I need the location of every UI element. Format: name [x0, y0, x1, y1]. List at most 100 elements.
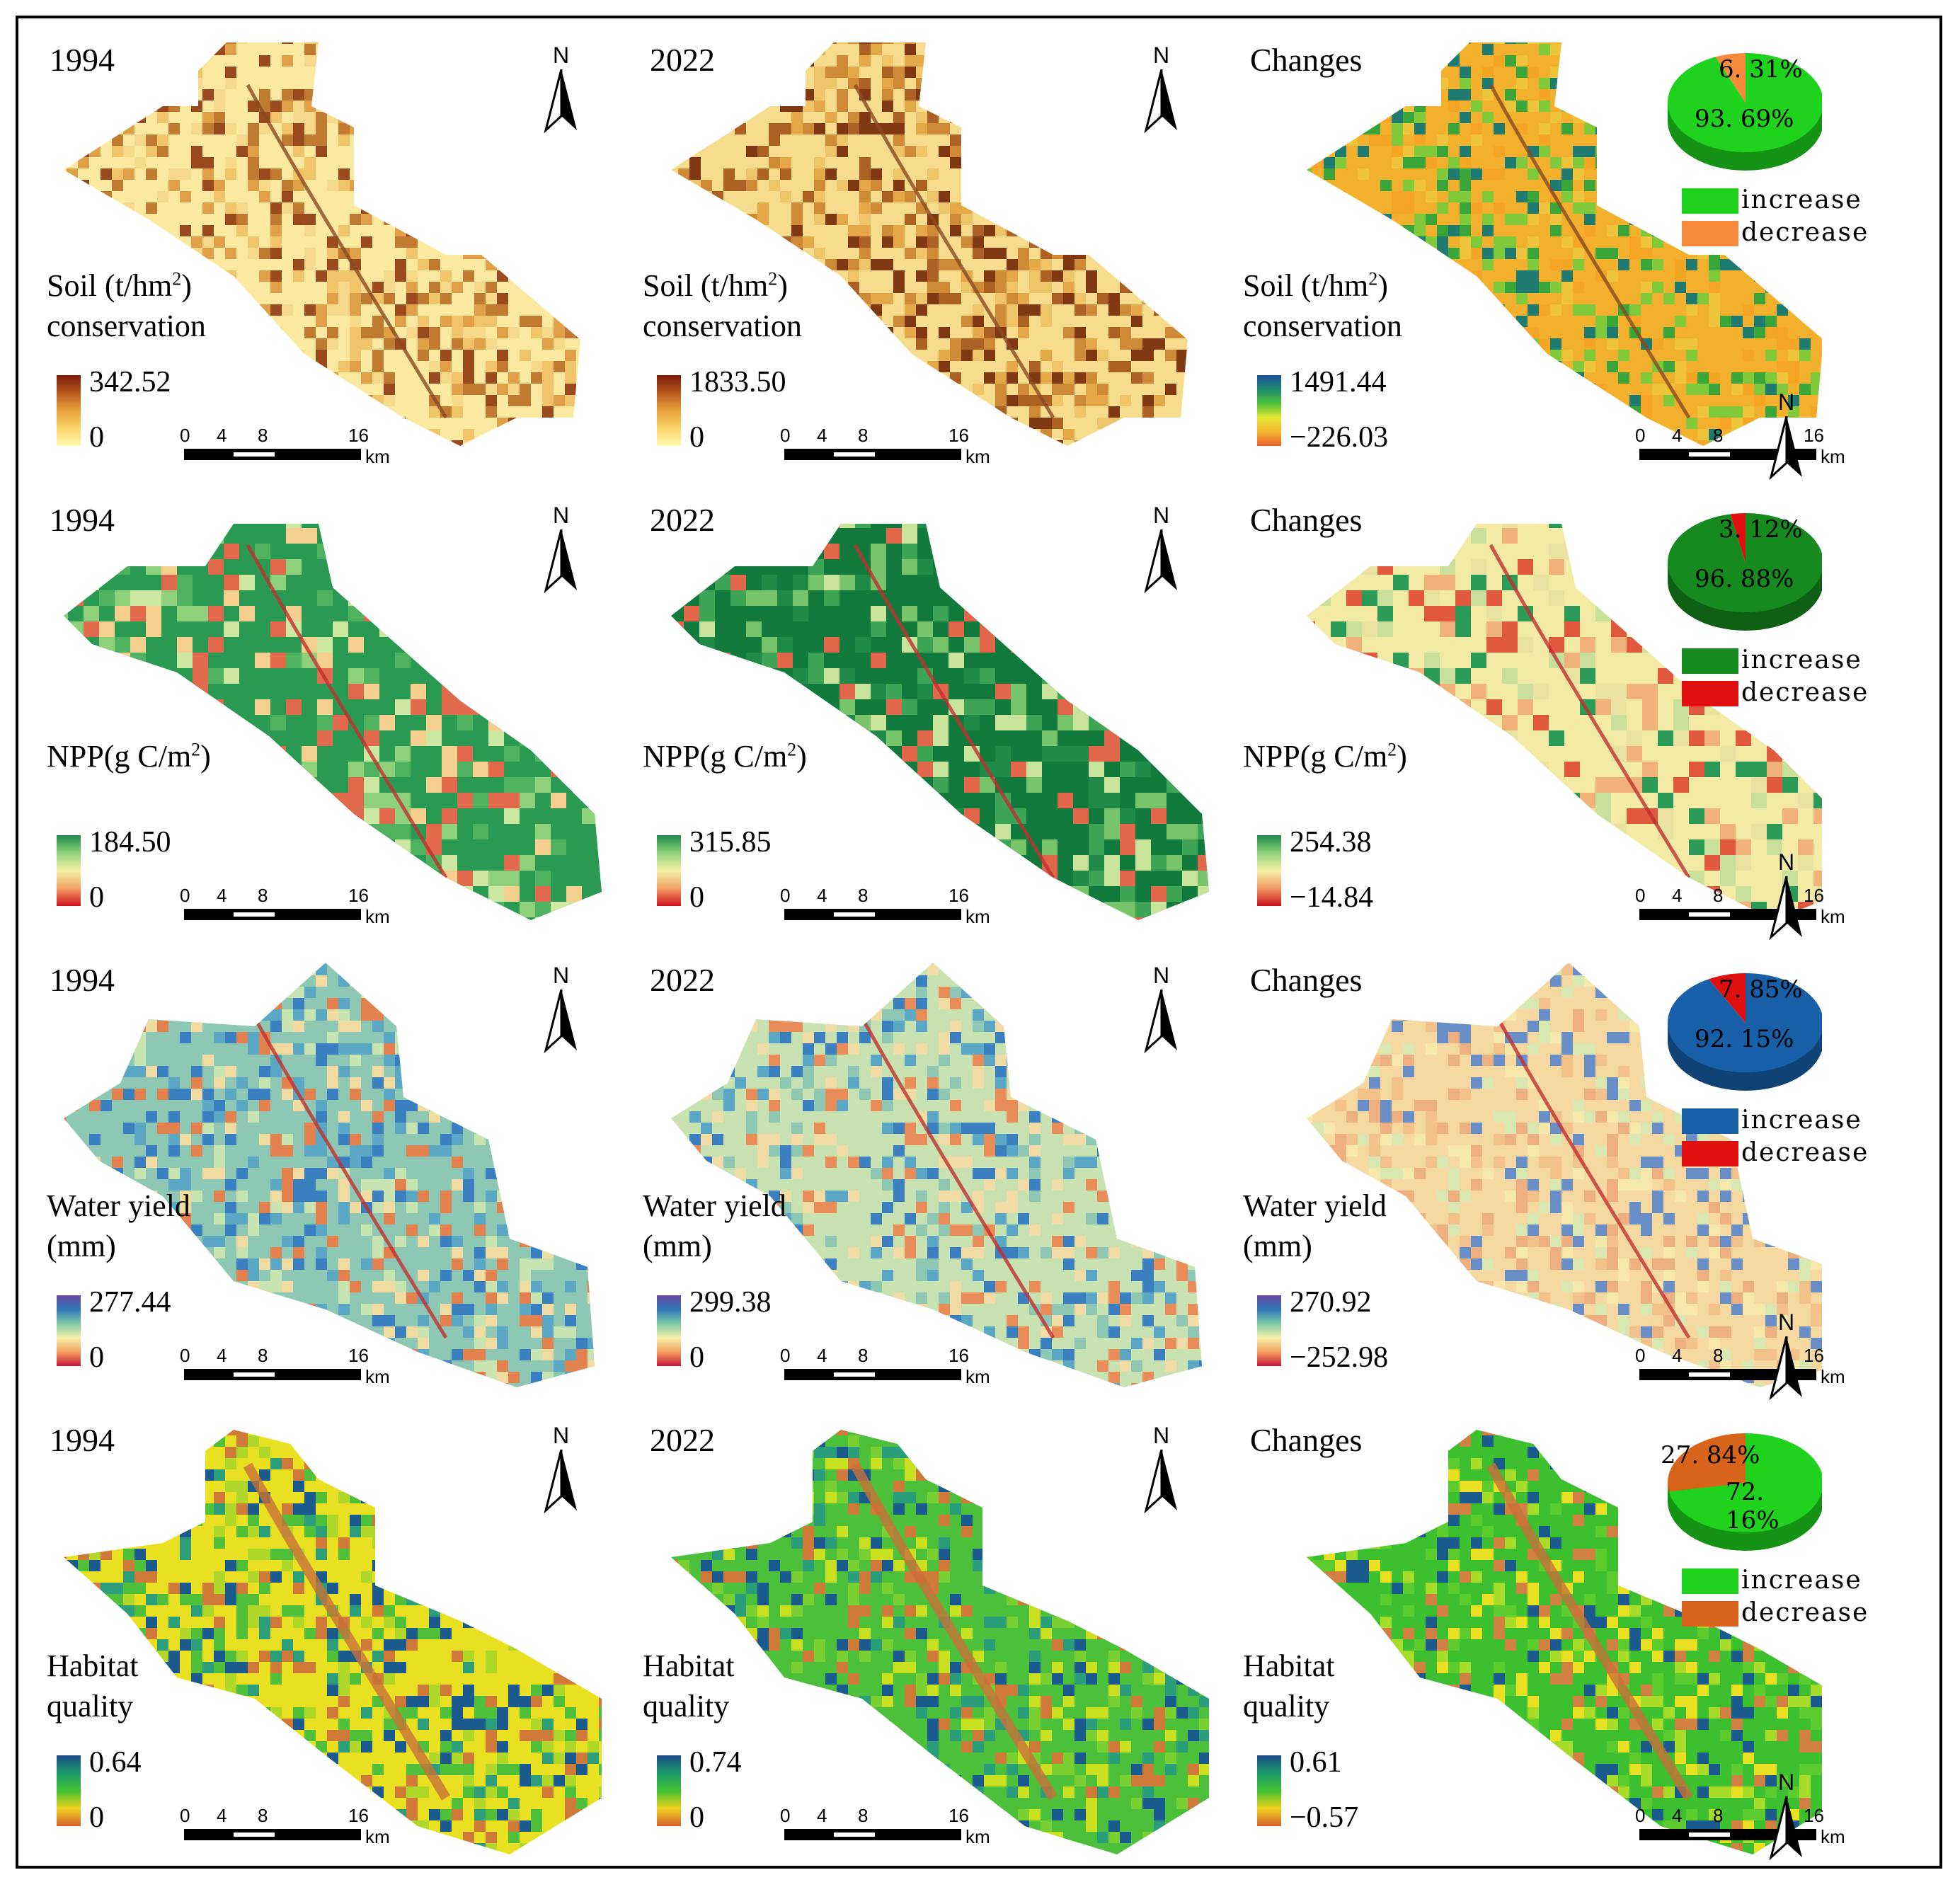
scale-tick: 8	[258, 1345, 268, 1366]
north-label: N	[1778, 1770, 1795, 1795]
change-pie-chart	[1668, 1433, 1822, 1551]
scale-unit: km	[1821, 1366, 1845, 1387]
scale-tick: 16	[949, 885, 969, 906]
service-title: Habitat quality	[47, 1648, 139, 1724]
north-arrow-icon: N	[541, 1423, 584, 1515]
legend-label: decrease	[1741, 678, 1869, 707]
panel-label: 1994	[50, 42, 115, 78]
legend-min-value: −14.84	[1290, 881, 1374, 914]
scale-bar: 0 4 8 16 km	[180, 1805, 411, 1854]
pie-label-decrease: 6. 31%	[1719, 55, 1803, 84]
raster-map	[1307, 42, 1822, 446]
scale-tick: 8	[858, 1345, 869, 1366]
raster-map	[64, 963, 595, 1387]
legend-max-value: 315.85	[689, 826, 772, 859]
legend-swatch	[1682, 1601, 1738, 1627]
pie-label-decrease: 7. 85%	[1719, 975, 1803, 1004]
map-panel-water-changes: Changes Water yield (mm) 270.92 −252.98 0 4 8 16…	[1222, 941, 1867, 1401]
scale-tick: 0	[1635, 425, 1646, 446]
scale-bar-segment	[1689, 1832, 1730, 1837]
legend-color-ramp	[657, 835, 681, 906]
scale-unit: km	[965, 1826, 990, 1847]
scale-bar-segment	[834, 912, 875, 917]
raster-map	[671, 1430, 1209, 1854]
scale-bar-segment	[234, 1372, 275, 1377]
legend-swatch	[1682, 648, 1738, 674]
north-arrow-icon: N	[541, 503, 584, 595]
scale-tick: 4	[1672, 1805, 1683, 1826]
legend-max-value: 1491.44	[1290, 366, 1387, 398]
legend-color-ramp	[57, 375, 81, 446]
scale-tick: 4	[217, 425, 227, 446]
north-label: N	[1153, 42, 1170, 68]
scale-bar: 0 4 8 16 km	[1635, 885, 1866, 934]
raster-map	[671, 524, 1209, 920]
scale-tick: 4	[217, 1805, 227, 1826]
pie-slice-increase	[1668, 53, 1822, 152]
legend-color-ramp	[1257, 1755, 1281, 1826]
scale-unit: km	[365, 1366, 390, 1387]
map-panel-soil-2022: 2022 Soil (t/hm2) conservation 1833.50 0 0 4 8 1…	[621, 21, 1222, 481]
legend-max-value: 0.61	[1290, 1746, 1342, 1779]
legend-min-value: −0.57	[1290, 1801, 1359, 1834]
scale-tick: 8	[858, 425, 869, 446]
scale-bar: 0 4 8 16 km	[780, 1805, 1011, 1854]
legend-max-value: 342.52	[89, 366, 171, 398]
legend-min-value: 0	[689, 1341, 704, 1374]
legend-color-ramp	[657, 1295, 681, 1366]
scale-tick: 8	[858, 1805, 869, 1826]
map-panel-npp-1994: 1994 NPP(g C/m2) 184.50 0 0 4 8 16 km N	[21, 481, 621, 941]
service-title: NPP(g C/m2)	[643, 739, 807, 774]
legend-swatch	[1682, 1141, 1738, 1166]
scale-tick: 16	[348, 425, 369, 446]
panel-label: 1994	[50, 502, 115, 538]
north-arrow-icon: N	[1767, 1770, 1809, 1862]
legend-max-value: 270.92	[1290, 1286, 1372, 1319]
service-title: Soil (t/hm2) conservation	[1243, 268, 1402, 344]
scale-bar: 0 4 8 16 km	[180, 425, 411, 474]
legend-max-value: 184.50	[89, 826, 171, 859]
pie-label-increase: 93. 69%	[1695, 105, 1794, 133]
legend-label: decrease	[1741, 1598, 1869, 1627]
map-panel-habitat-2022: 2022 Habitat quality 0.74 0 0 4 8 16 km N	[621, 1401, 1222, 1862]
map-panel-water-1994: 1994 Water yield (mm) 277.44 0 0 4 8 16 km N	[21, 941, 621, 1401]
scale-tick: 0	[1635, 1345, 1646, 1366]
legend-min-value: 0	[689, 881, 704, 914]
raster-map	[64, 524, 602, 920]
scale-tick: 4	[1672, 425, 1683, 446]
north-arrow-icon: N	[1142, 963, 1184, 1055]
service-title: Water yield (mm)	[1243, 1188, 1387, 1264]
scale-tick: 16	[1804, 425, 1824, 446]
scale-bar: 0 4 8 16 km	[780, 1345, 1011, 1394]
map-panel-habitat-1994: 1994 Habitat quality 0.64 0 0 4 8 16 km N	[21, 1401, 621, 1862]
scale-tick: 8	[258, 425, 268, 446]
legend-min-value: 0	[689, 421, 704, 454]
legend-max-value: 1833.50	[689, 366, 786, 398]
legend-min-value: 0	[89, 1801, 104, 1834]
raster-map	[64, 42, 580, 446]
legend-min-value: 0	[689, 1801, 704, 1834]
scale-tick: 16	[949, 1805, 969, 1826]
scale-tick: 0	[180, 1345, 190, 1366]
scale-bar: 0 4 8 16 km	[1635, 1345, 1866, 1394]
legend-max-value: 254.38	[1290, 826, 1372, 859]
north-arrow-icon: N	[1142, 503, 1184, 595]
scale-tick: 16	[348, 885, 369, 906]
north-arrow-icon: N	[1767, 1309, 1809, 1401]
scale-unit: km	[965, 1366, 990, 1387]
change-pie-chart	[1668, 513, 1822, 631]
scale-bar-segment	[834, 1372, 875, 1377]
legend-max-value: 0.64	[89, 1746, 142, 1779]
panel-label: 1994	[50, 1422, 115, 1458]
legend-color-ramp	[1257, 1295, 1281, 1366]
scale-tick: 8	[1713, 425, 1724, 446]
legend-color-ramp	[57, 1295, 81, 1366]
scale-tick: 4	[217, 1345, 227, 1366]
panel-label: 2022	[650, 42, 715, 78]
north-label: N	[1153, 503, 1170, 528]
scale-bar: 0 4 8 16 km	[780, 885, 1011, 934]
service-title: NPP(g C/m2)	[47, 739, 211, 774]
scale-tick: 16	[949, 425, 969, 446]
legend-max-value: 0.74	[689, 1746, 742, 1779]
scale-unit: km	[965, 446, 990, 467]
